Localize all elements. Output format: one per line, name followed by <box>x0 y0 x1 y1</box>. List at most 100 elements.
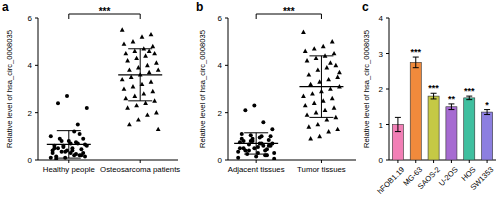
y-tick <box>386 160 389 161</box>
x-tick-label: SAOS-2 <box>416 165 442 191</box>
point <box>120 27 125 31</box>
sd-cap <box>128 100 152 101</box>
point <box>122 41 127 45</box>
sd-cap <box>244 154 268 155</box>
point <box>254 154 258 158</box>
error-bar <box>431 93 437 99</box>
point <box>120 77 125 81</box>
point <box>317 134 322 138</box>
error-bar <box>413 57 419 68</box>
point <box>301 94 306 98</box>
y-tick-label: 4 <box>28 61 33 70</box>
error-bar <box>484 110 490 115</box>
point <box>308 82 313 86</box>
significance-label: * <box>485 100 489 110</box>
error-stem <box>487 110 488 115</box>
point <box>60 139 64 143</box>
y-tick-label: 0 <box>28 156 33 165</box>
error-cap <box>466 99 472 100</box>
error-cap <box>484 114 490 115</box>
error-cap <box>431 98 437 99</box>
point <box>238 146 242 150</box>
point <box>134 103 139 107</box>
y-tick <box>35 160 38 161</box>
y-tick-label: 2 <box>218 109 223 118</box>
point <box>312 46 317 50</box>
point <box>240 132 244 136</box>
sd-cap <box>244 132 268 133</box>
error-cap <box>413 67 419 68</box>
point <box>243 108 247 112</box>
point <box>131 39 136 43</box>
point <box>269 134 273 138</box>
point <box>247 149 251 153</box>
sd-bar <box>309 56 333 118</box>
point <box>236 150 240 154</box>
y-axis-label: Relative level of hsa_circ_0008035 <box>198 30 207 148</box>
x-tick-label: SW1353 <box>468 165 495 192</box>
significance-label: *** <box>99 6 111 17</box>
sd-stem <box>140 49 141 101</box>
point <box>337 70 342 74</box>
point <box>249 133 253 137</box>
point <box>149 32 154 36</box>
error-cap <box>395 131 401 132</box>
point <box>270 127 274 131</box>
point <box>140 34 145 38</box>
y-tick <box>386 53 389 54</box>
significance-label: *** <box>283 6 295 17</box>
significance-label: *** <box>464 86 475 96</box>
point <box>147 70 152 74</box>
sd-stem <box>321 56 322 118</box>
bar-labels: ************ <box>410 47 489 110</box>
panel-1: bRelative level of hsa_circ_00080350246A… <box>196 0 356 174</box>
point <box>303 103 308 107</box>
point <box>134 56 139 60</box>
y-tick-label: 2 <box>28 109 33 118</box>
panel-letter: a <box>2 0 9 14</box>
point <box>149 79 154 83</box>
point <box>328 60 333 64</box>
y-tick <box>35 112 38 113</box>
significance-label: *** <box>428 83 439 93</box>
point <box>312 101 317 105</box>
point <box>60 150 64 154</box>
error-stem <box>415 57 416 68</box>
point <box>154 110 159 114</box>
point <box>335 75 340 79</box>
point <box>141 91 146 95</box>
y-tick-label: 4 <box>218 61 223 70</box>
point <box>74 152 78 156</box>
panel-letter: b <box>196 0 203 14</box>
point <box>70 149 74 153</box>
point <box>156 127 161 131</box>
significance-label: ** <box>448 94 456 104</box>
y-tick <box>225 112 228 113</box>
point <box>83 154 87 158</box>
sd-cap <box>57 158 81 159</box>
sd-bar <box>244 133 268 154</box>
point <box>333 63 338 67</box>
x-tick <box>487 160 488 163</box>
point <box>315 67 320 71</box>
error-stem <box>397 117 398 131</box>
point <box>308 136 313 140</box>
sd-cap <box>57 130 81 131</box>
point <box>301 30 306 34</box>
point <box>81 137 85 141</box>
point <box>333 115 338 119</box>
point <box>236 156 240 160</box>
point <box>78 132 82 136</box>
y-tick <box>386 89 389 90</box>
y-tick <box>35 65 38 66</box>
x-axis-line <box>389 160 496 161</box>
y-tick <box>386 18 389 19</box>
sd-stem <box>68 131 69 158</box>
point <box>267 138 271 142</box>
point <box>56 146 60 150</box>
point <box>132 94 137 98</box>
point <box>323 108 328 112</box>
point <box>123 51 128 55</box>
plot-area <box>47 27 162 160</box>
point <box>85 106 89 110</box>
